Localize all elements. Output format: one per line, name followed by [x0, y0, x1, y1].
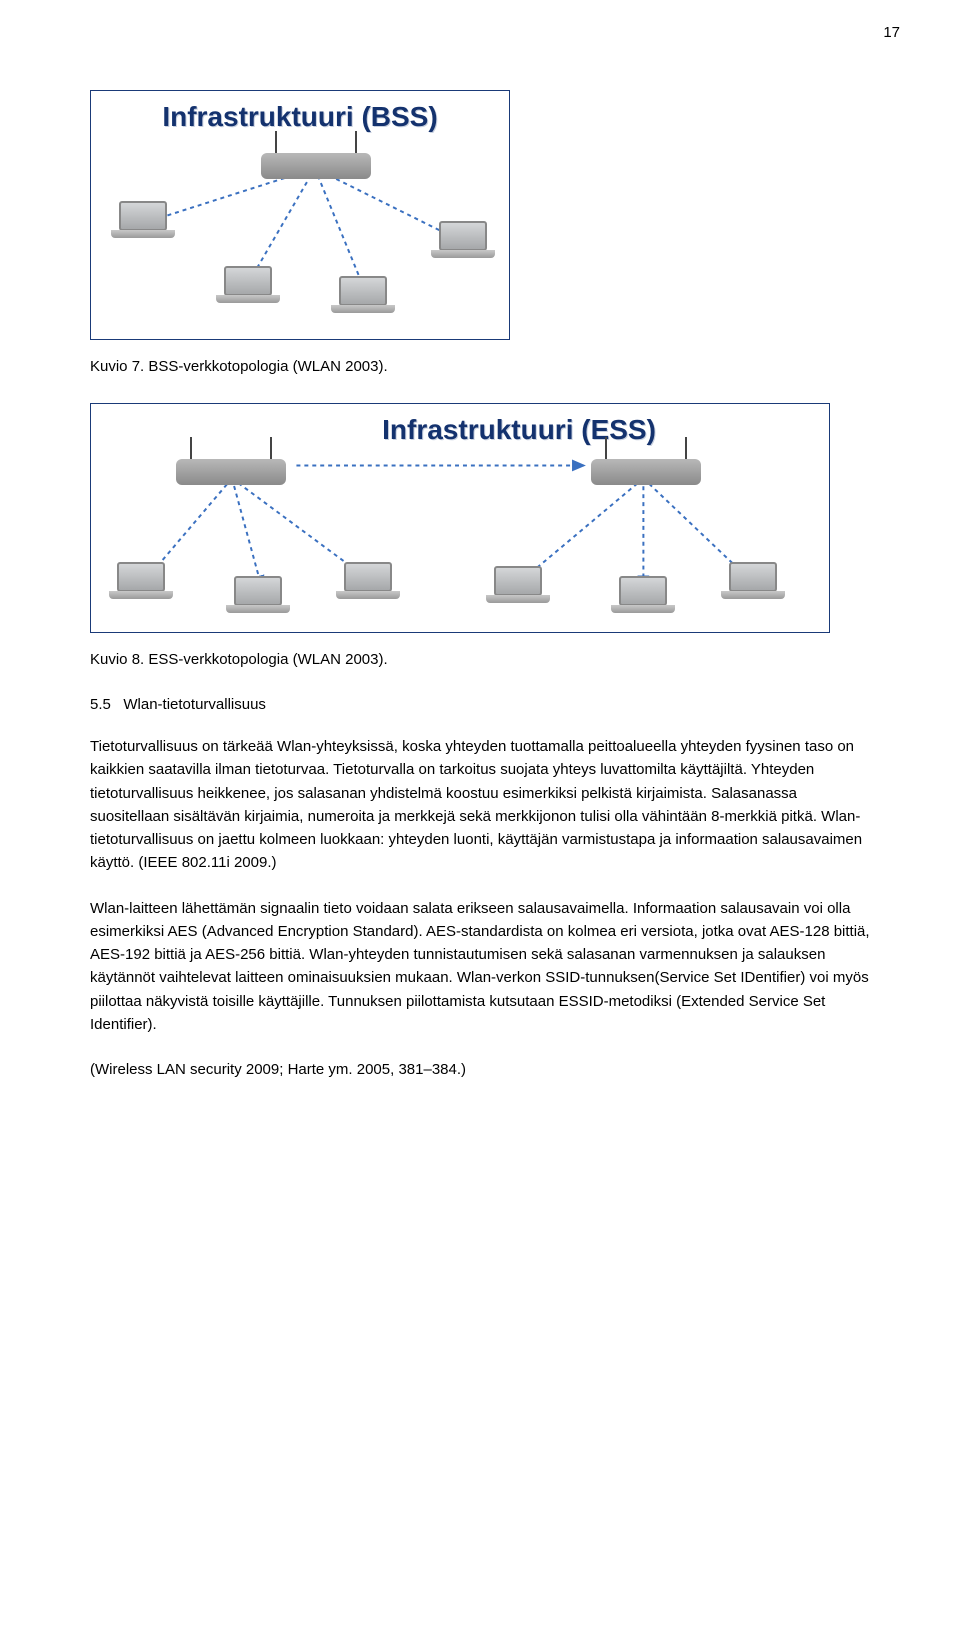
diagram-bss-title: Infrastruktuuri (BSS) [162, 101, 437, 133]
laptop-icon [721, 562, 785, 602]
paragraph-1: Tietoturvallisuus on tärkeää Wlan-yhteyk… [90, 735, 870, 875]
section-title: Wlan-tietoturvallisuus [123, 696, 266, 713]
paragraph-3: (Wireless LAN security 2009; Harte ym. 2… [90, 1058, 870, 1081]
diagram-bss: Infrastruktuuri (BSS) [90, 90, 510, 340]
laptop-icon [486, 566, 550, 606]
laptop-icon [109, 562, 173, 602]
laptop-icon [111, 201, 175, 241]
laptop-icon [216, 266, 280, 306]
figure-8-caption: Kuvio 8. ESS-verkkotopologia (WLAN 2003)… [90, 651, 870, 668]
paragraph-2: Wlan-laitteen lähettämän signaalin tieto… [90, 897, 870, 1037]
page-number: 17 [883, 24, 900, 41]
laptop-icon [226, 576, 290, 616]
router-icon [176, 459, 286, 485]
diagram-ess: Infrastruktuuri (ESS) [90, 403, 830, 633]
page-content: Infrastruktuuri (BSS) Kuvio 7. BSS-verkk [90, 0, 870, 1081]
section-heading: 5.5 Wlan-tietoturvallisuus [90, 696, 870, 713]
router-icon [591, 459, 701, 485]
diagram-ess-title: Infrastruktuuri (ESS) [382, 414, 656, 446]
section-number: 5.5 [90, 696, 111, 713]
laptop-icon [611, 576, 675, 616]
laptop-icon [331, 276, 395, 316]
laptop-icon [431, 221, 495, 261]
laptop-icon [336, 562, 400, 602]
figure-7-caption: Kuvio 7. BSS-verkkotopologia (WLAN 2003)… [90, 358, 870, 375]
router-icon [261, 153, 371, 179]
